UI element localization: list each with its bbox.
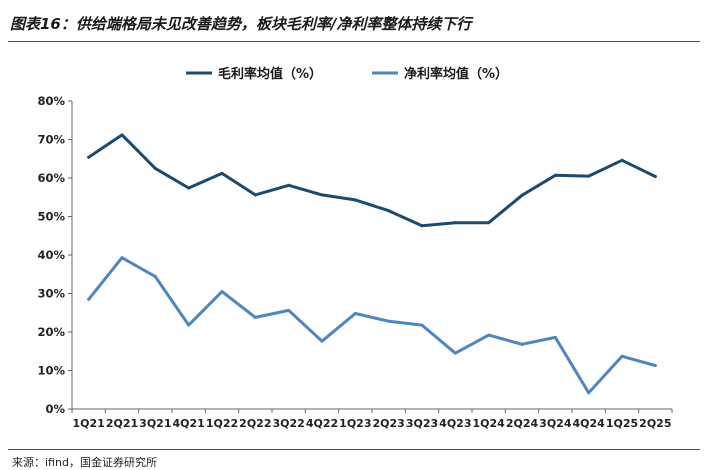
x-tick-label: 4Q23 [439,417,471,430]
data-point [187,323,191,327]
data-point [320,339,324,343]
x-tick-label: 4Q22 [306,417,338,430]
data-point [320,193,324,197]
data-point [553,335,557,339]
data-point [553,173,557,177]
data-point [487,333,491,337]
data-point [153,275,157,279]
y-tick-label: 50% [37,210,65,224]
x-tick-label: 3Q21 [139,417,171,430]
data-point [587,391,591,395]
y-tick-label: 70% [37,133,65,147]
data-point [420,323,424,327]
legend-label: 毛利率均值（%） [218,66,322,82]
x-tick-label: 4Q24 [573,417,606,430]
source-note: 来源：ifind，国金证券研究所 [12,456,157,469]
data-point [420,224,424,228]
data-point [387,209,391,213]
x-tick-label: 2Q24 [506,417,539,430]
x-tick-label: 4Q21 [173,417,205,430]
data-point [387,319,391,323]
data-point [120,256,124,260]
data-point [187,186,191,190]
data-point [220,290,224,294]
y-tick-label: 30% [37,287,65,301]
x-tick-label: 1Q23 [339,417,371,430]
data-point [87,155,91,159]
y-tick-label: 0% [45,402,65,416]
y-tick-label: 40% [37,248,65,262]
source-divider [8,449,700,450]
data-point [520,342,524,346]
data-point [87,297,91,301]
x-tick-label: 1Q21 [73,417,105,430]
data-point [453,221,457,225]
y-tick-label: 60% [37,171,65,185]
data-point [587,174,591,178]
x-tick-label: 3Q24 [539,417,572,430]
legend-label: 净利率均值（%） [404,66,508,82]
data-point [353,312,357,316]
data-point [253,193,257,197]
x-tick-label: 1Q22 [206,417,238,430]
x-tick-label: 3Q22 [273,417,305,430]
x-tick-label: 2Q25 [639,417,671,430]
x-tick-label: 2Q22 [239,417,271,430]
y-tick-label: 80% [37,94,65,108]
x-tick-label: 1Q25 [606,417,638,430]
data-point [653,363,657,367]
data-point [620,354,624,358]
x-tick-label: 2Q21 [106,417,138,430]
data-point [253,315,257,319]
series-line-2 [87,256,657,395]
data-point [153,166,157,170]
data-point [487,221,491,225]
data-point [620,158,624,162]
figure-title: 图表16：供给端格局未见改善趋势，板块毛利率/净利率整体持续下行 [10,15,472,33]
x-tick-label: 1Q24 [473,417,506,430]
data-point [120,133,124,137]
data-point [453,351,457,355]
series-line-1 [87,133,657,228]
data-point [653,174,657,178]
data-point [220,171,224,175]
y-tick-label: 10% [37,364,65,378]
y-tick-label: 20% [37,325,65,339]
x-tick-label: 3Q23 [406,417,438,430]
title-divider [8,41,700,42]
data-point [520,193,524,197]
x-tick-label: 2Q23 [373,417,405,430]
data-point [287,183,291,187]
data-point [353,198,357,202]
data-point [287,308,291,312]
